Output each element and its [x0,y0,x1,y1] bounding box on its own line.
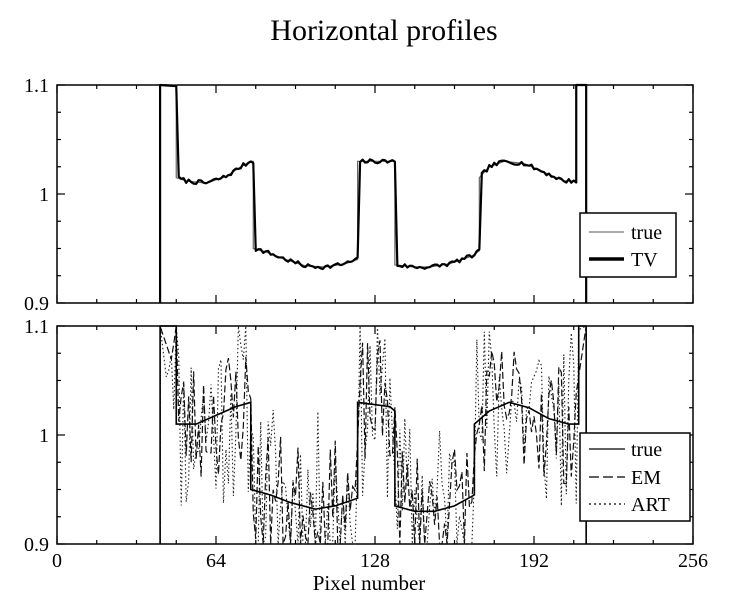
legend-label-em: EM [631,467,661,489]
series-true-line [159,84,587,303]
bottom-panel: true EM ART 1.1 1 0.9 0 64 128 192 256 P… [24,316,708,595]
top-ytick-label-0.9: 0.9 [24,293,49,315]
series-tv-line [159,83,588,303]
top-series-group [159,83,588,303]
xtick-label-0: 0 [52,550,62,572]
chart-title: Horizontal profiles [270,14,497,47]
legend-label-art: ART [631,494,670,516]
top-legend-box [579,212,677,278]
top-ytick-label-1.1: 1.1 [24,75,49,97]
series-true-line [159,325,587,544]
bottom-ytick-label-0.9: 0.9 [24,534,49,556]
top-ytick-label-1: 1 [39,184,49,206]
bottom-ytick-label-1.1: 1.1 [24,316,49,338]
bottom-series-group [159,325,587,546]
bottom-ytick-label-1: 1 [39,425,49,447]
xtick-label-256: 256 [678,550,708,572]
top-panel: true TV 1.1 1 0.9 [24,75,694,315]
bottom-legend: true EM ART [579,432,691,522]
x-axis-label: Pixel number [313,571,426,595]
top-legend: true TV [579,212,677,278]
series-art-line [159,325,587,546]
legend-label-tv: TV [631,249,658,271]
top-axis-ticks [56,84,694,304]
xtick-label-128: 128 [360,550,390,572]
xtick-label-192: 192 [519,550,549,572]
xtick-label-64: 64 [206,550,226,572]
series-em-line [159,325,587,545]
legend-label-true: true [631,222,662,244]
legend-label-true: true [631,439,662,461]
